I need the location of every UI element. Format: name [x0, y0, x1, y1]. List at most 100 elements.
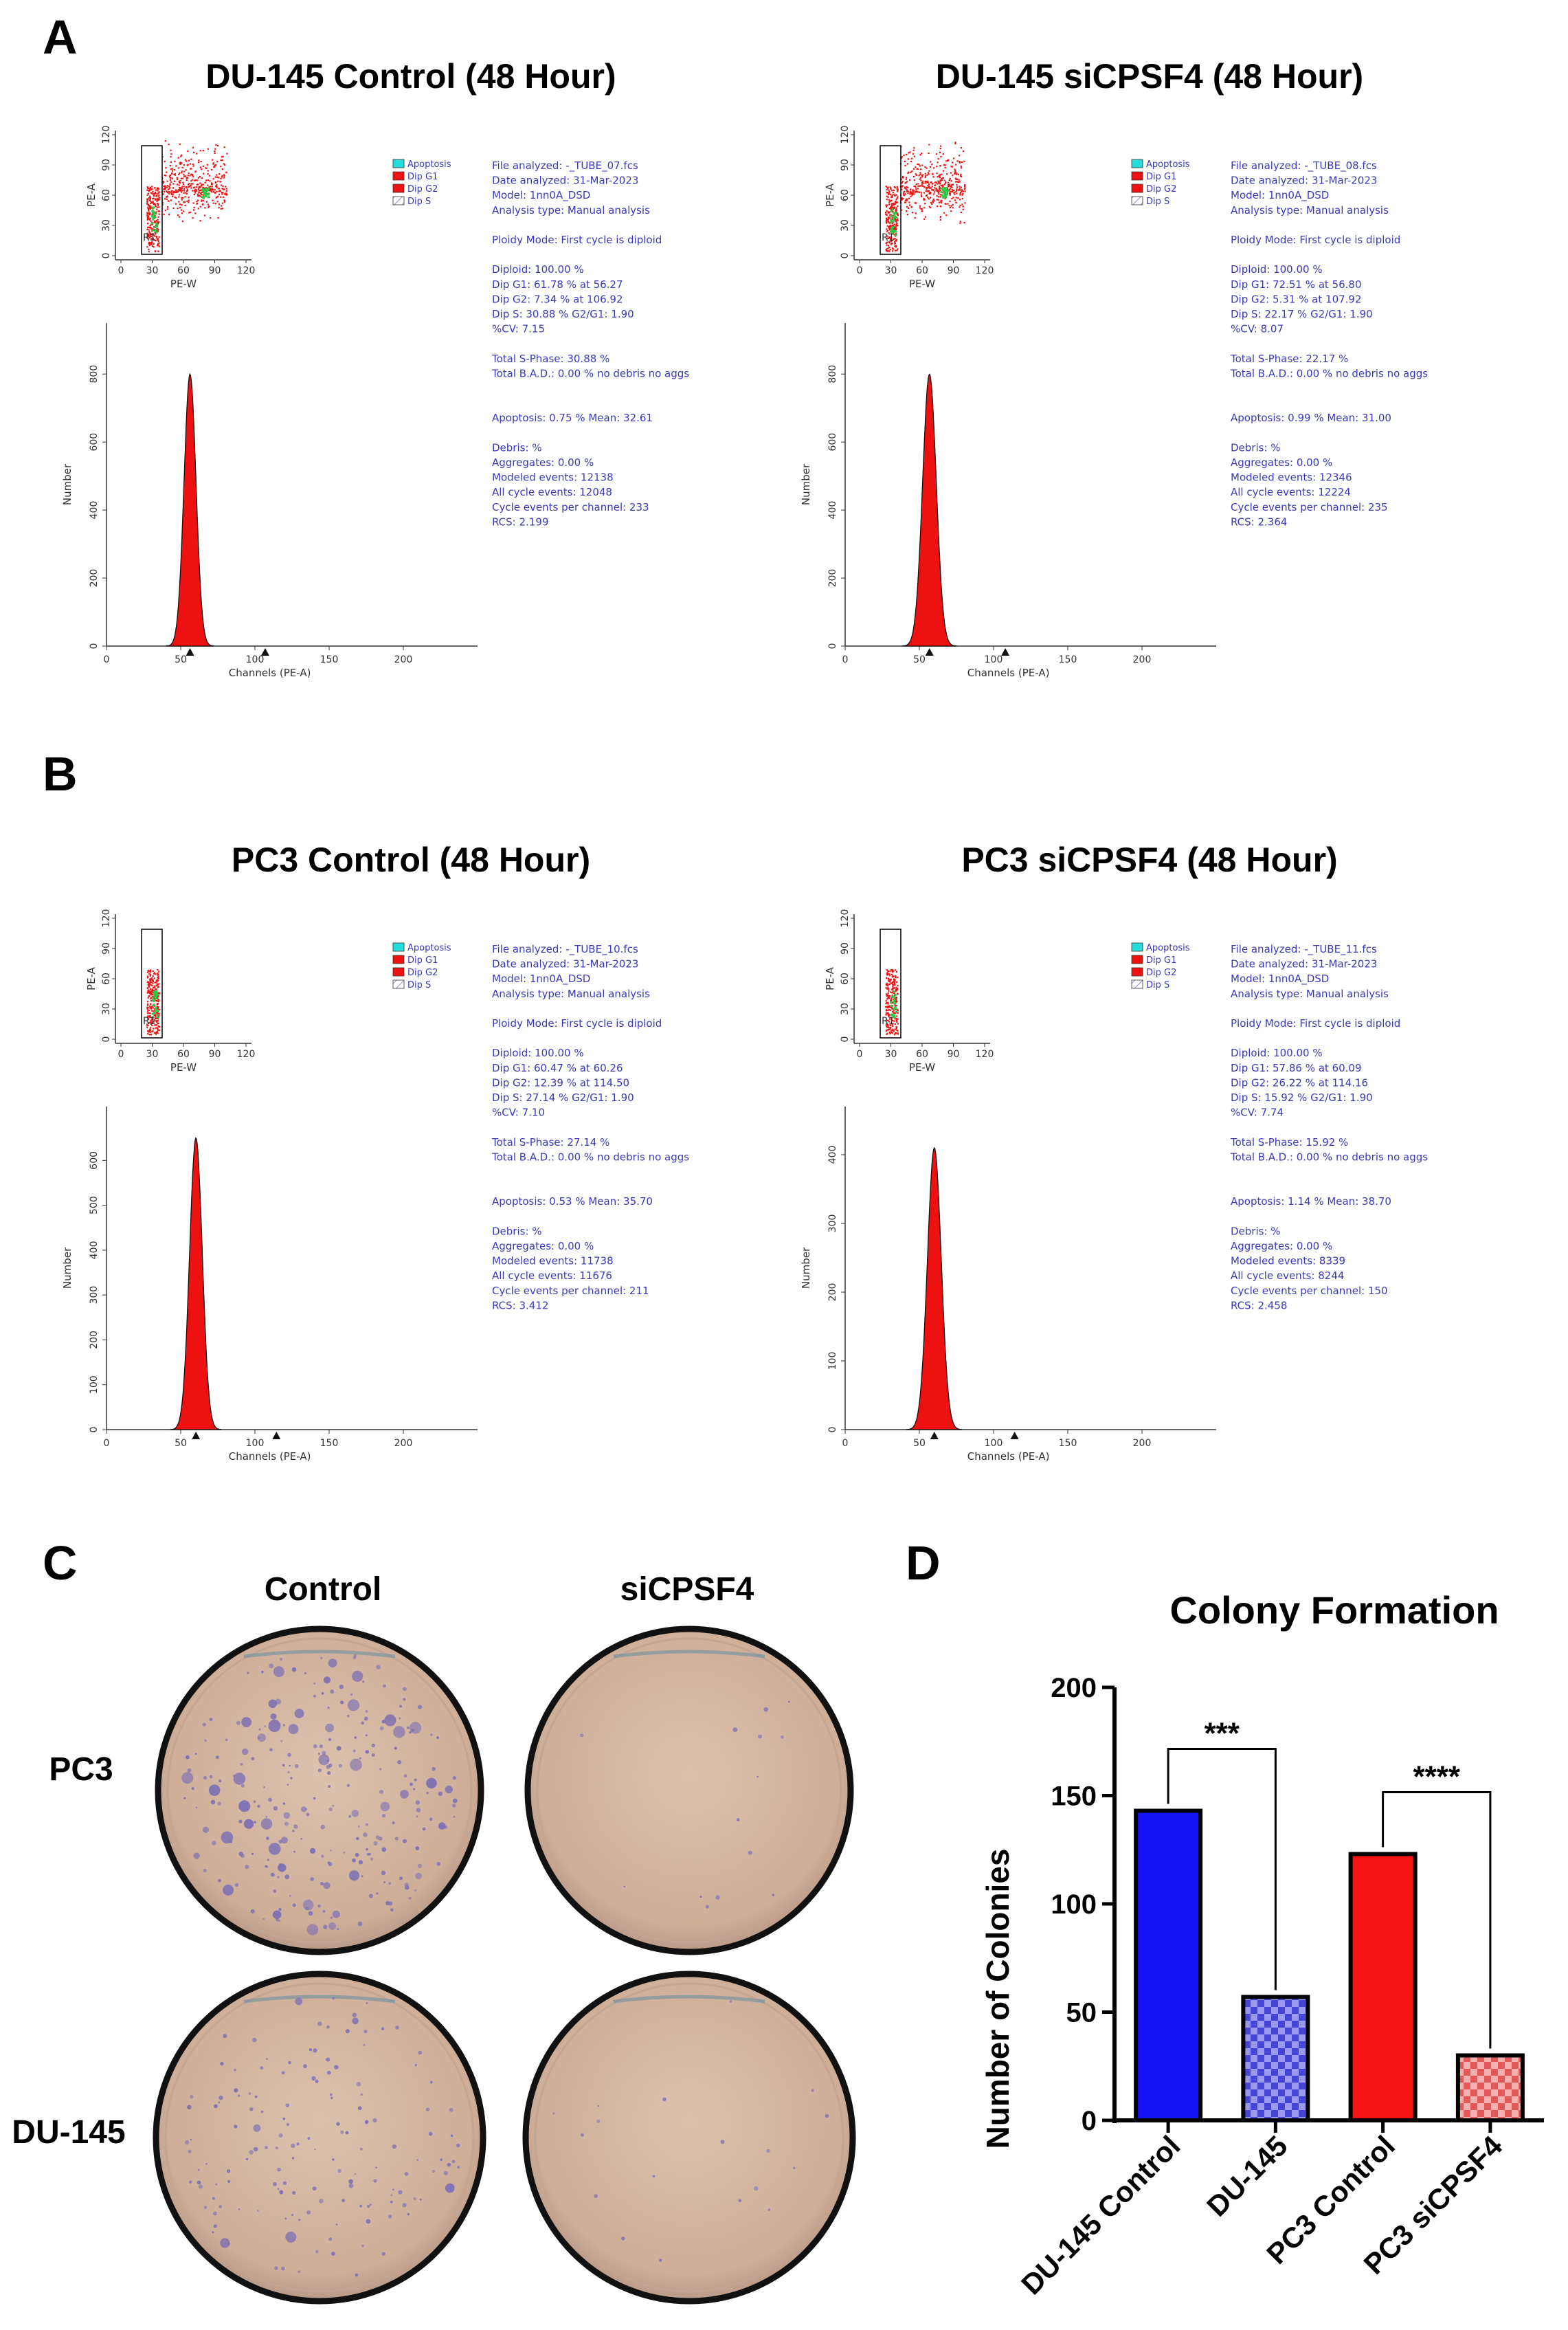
event-dot: [951, 186, 953, 188]
event-dot: [156, 1017, 158, 1019]
event-dot: [157, 969, 159, 971]
event-dot: [210, 217, 212, 219]
info-line: All cycle events: 11676: [492, 1269, 612, 1282]
significance-label: ***: [1205, 1717, 1240, 1751]
colony: [317, 1753, 321, 1755]
event-dot: [205, 167, 208, 169]
colony: [337, 2168, 341, 2173]
event-dot: [890, 1026, 892, 1029]
event-dot: [181, 197, 183, 199]
event-dot: [180, 189, 182, 191]
colony: [383, 1881, 385, 1883]
colony: [365, 1734, 368, 1737]
event-dot: [220, 177, 222, 179]
dot-x-tick-label: 120: [976, 1049, 994, 1060]
col-label-sicpsf4: siCPSF4: [620, 1571, 754, 1608]
colony: [280, 1658, 283, 1661]
event-dot: [962, 208, 964, 210]
event-dot: [188, 212, 190, 214]
event-dot: [921, 164, 923, 166]
event-dot: [937, 162, 939, 164]
legend-label: Apoptosis: [1146, 159, 1190, 170]
colony: [236, 1720, 240, 1725]
event-dot: [212, 191, 214, 193]
event-dot-green: [941, 189, 944, 191]
event-dot: [147, 216, 149, 219]
event-dot: [149, 197, 151, 199]
event-dot: [206, 164, 208, 166]
event-dot: [888, 979, 890, 981]
colony: [328, 1738, 332, 1742]
info-line: RCS: 2.199: [492, 515, 548, 528]
event-dot: [897, 190, 899, 192]
event-dot: [887, 1019, 889, 1021]
colony: [357, 1825, 360, 1828]
event-dot: [150, 977, 153, 979]
event-dot: [893, 1010, 895, 1012]
colony: [292, 2191, 296, 2195]
event-dot: [150, 971, 152, 973]
event-dot: [923, 199, 925, 201]
event-dot-green: [893, 1014, 896, 1017]
event-dot: [896, 1015, 898, 1017]
event-dot: [172, 195, 174, 198]
event-dot: [147, 969, 149, 971]
event-dot: [188, 184, 190, 186]
event-dot-green: [891, 995, 894, 998]
info-line: Debris: %: [492, 441, 542, 454]
event-dot: [924, 173, 926, 175]
event-dot: [922, 185, 924, 187]
colony: [345, 2131, 349, 2135]
event-dot: [152, 202, 154, 204]
event-dot: [895, 207, 897, 209]
event-dot: [945, 160, 948, 162]
event-dot: [155, 195, 157, 197]
event-dot: [153, 246, 155, 248]
event-dot: [959, 155, 961, 157]
colony: [352, 1749, 356, 1753]
event-dot: [943, 184, 945, 186]
event-dot: [148, 244, 150, 247]
event-dot: [169, 165, 171, 167]
info-line: Total S-Phase: 15.92 %: [1230, 1136, 1348, 1149]
colony: [366, 2002, 368, 2004]
event-dot: [151, 988, 153, 990]
event-dot: [178, 196, 180, 198]
event-dot: [150, 1034, 153, 1036]
colony: [390, 2200, 393, 2204]
colony: [212, 1841, 216, 1845]
colony: [226, 2169, 231, 2173]
colony: [580, 1733, 584, 1738]
event-dot: [959, 206, 961, 208]
colony: [359, 2147, 363, 2151]
event-dot: [943, 212, 945, 214]
event-dot: [952, 203, 954, 206]
event-dot: [901, 188, 903, 190]
colony: [223, 1885, 234, 1896]
event-dot: [919, 165, 921, 167]
event-dot: [220, 208, 222, 210]
colony: [768, 2208, 770, 2211]
colony: [356, 1837, 359, 1841]
event-dot: [893, 978, 895, 980]
event-dot: [154, 203, 156, 206]
event-dot: [920, 192, 923, 194]
event-dot: [146, 1012, 149, 1014]
event-dot: [147, 187, 149, 189]
event-dot: [153, 973, 155, 975]
event-dot: [183, 190, 186, 192]
event-dot: [885, 212, 887, 214]
event-dot: [221, 168, 223, 170]
info-line: Dip G2: 7.34 % at 106.92: [492, 293, 623, 305]
hist-y-tick-label: 400: [89, 501, 100, 520]
event-dot: [167, 200, 169, 202]
event-dot: [890, 243, 893, 245]
event-dot: [223, 177, 225, 179]
event-dot: [222, 185, 224, 187]
event-dot: [943, 179, 945, 181]
event-dot: [896, 197, 898, 199]
dot-y-tick-label: 30: [101, 1003, 112, 1015]
event-dot-green: [154, 1010, 157, 1012]
